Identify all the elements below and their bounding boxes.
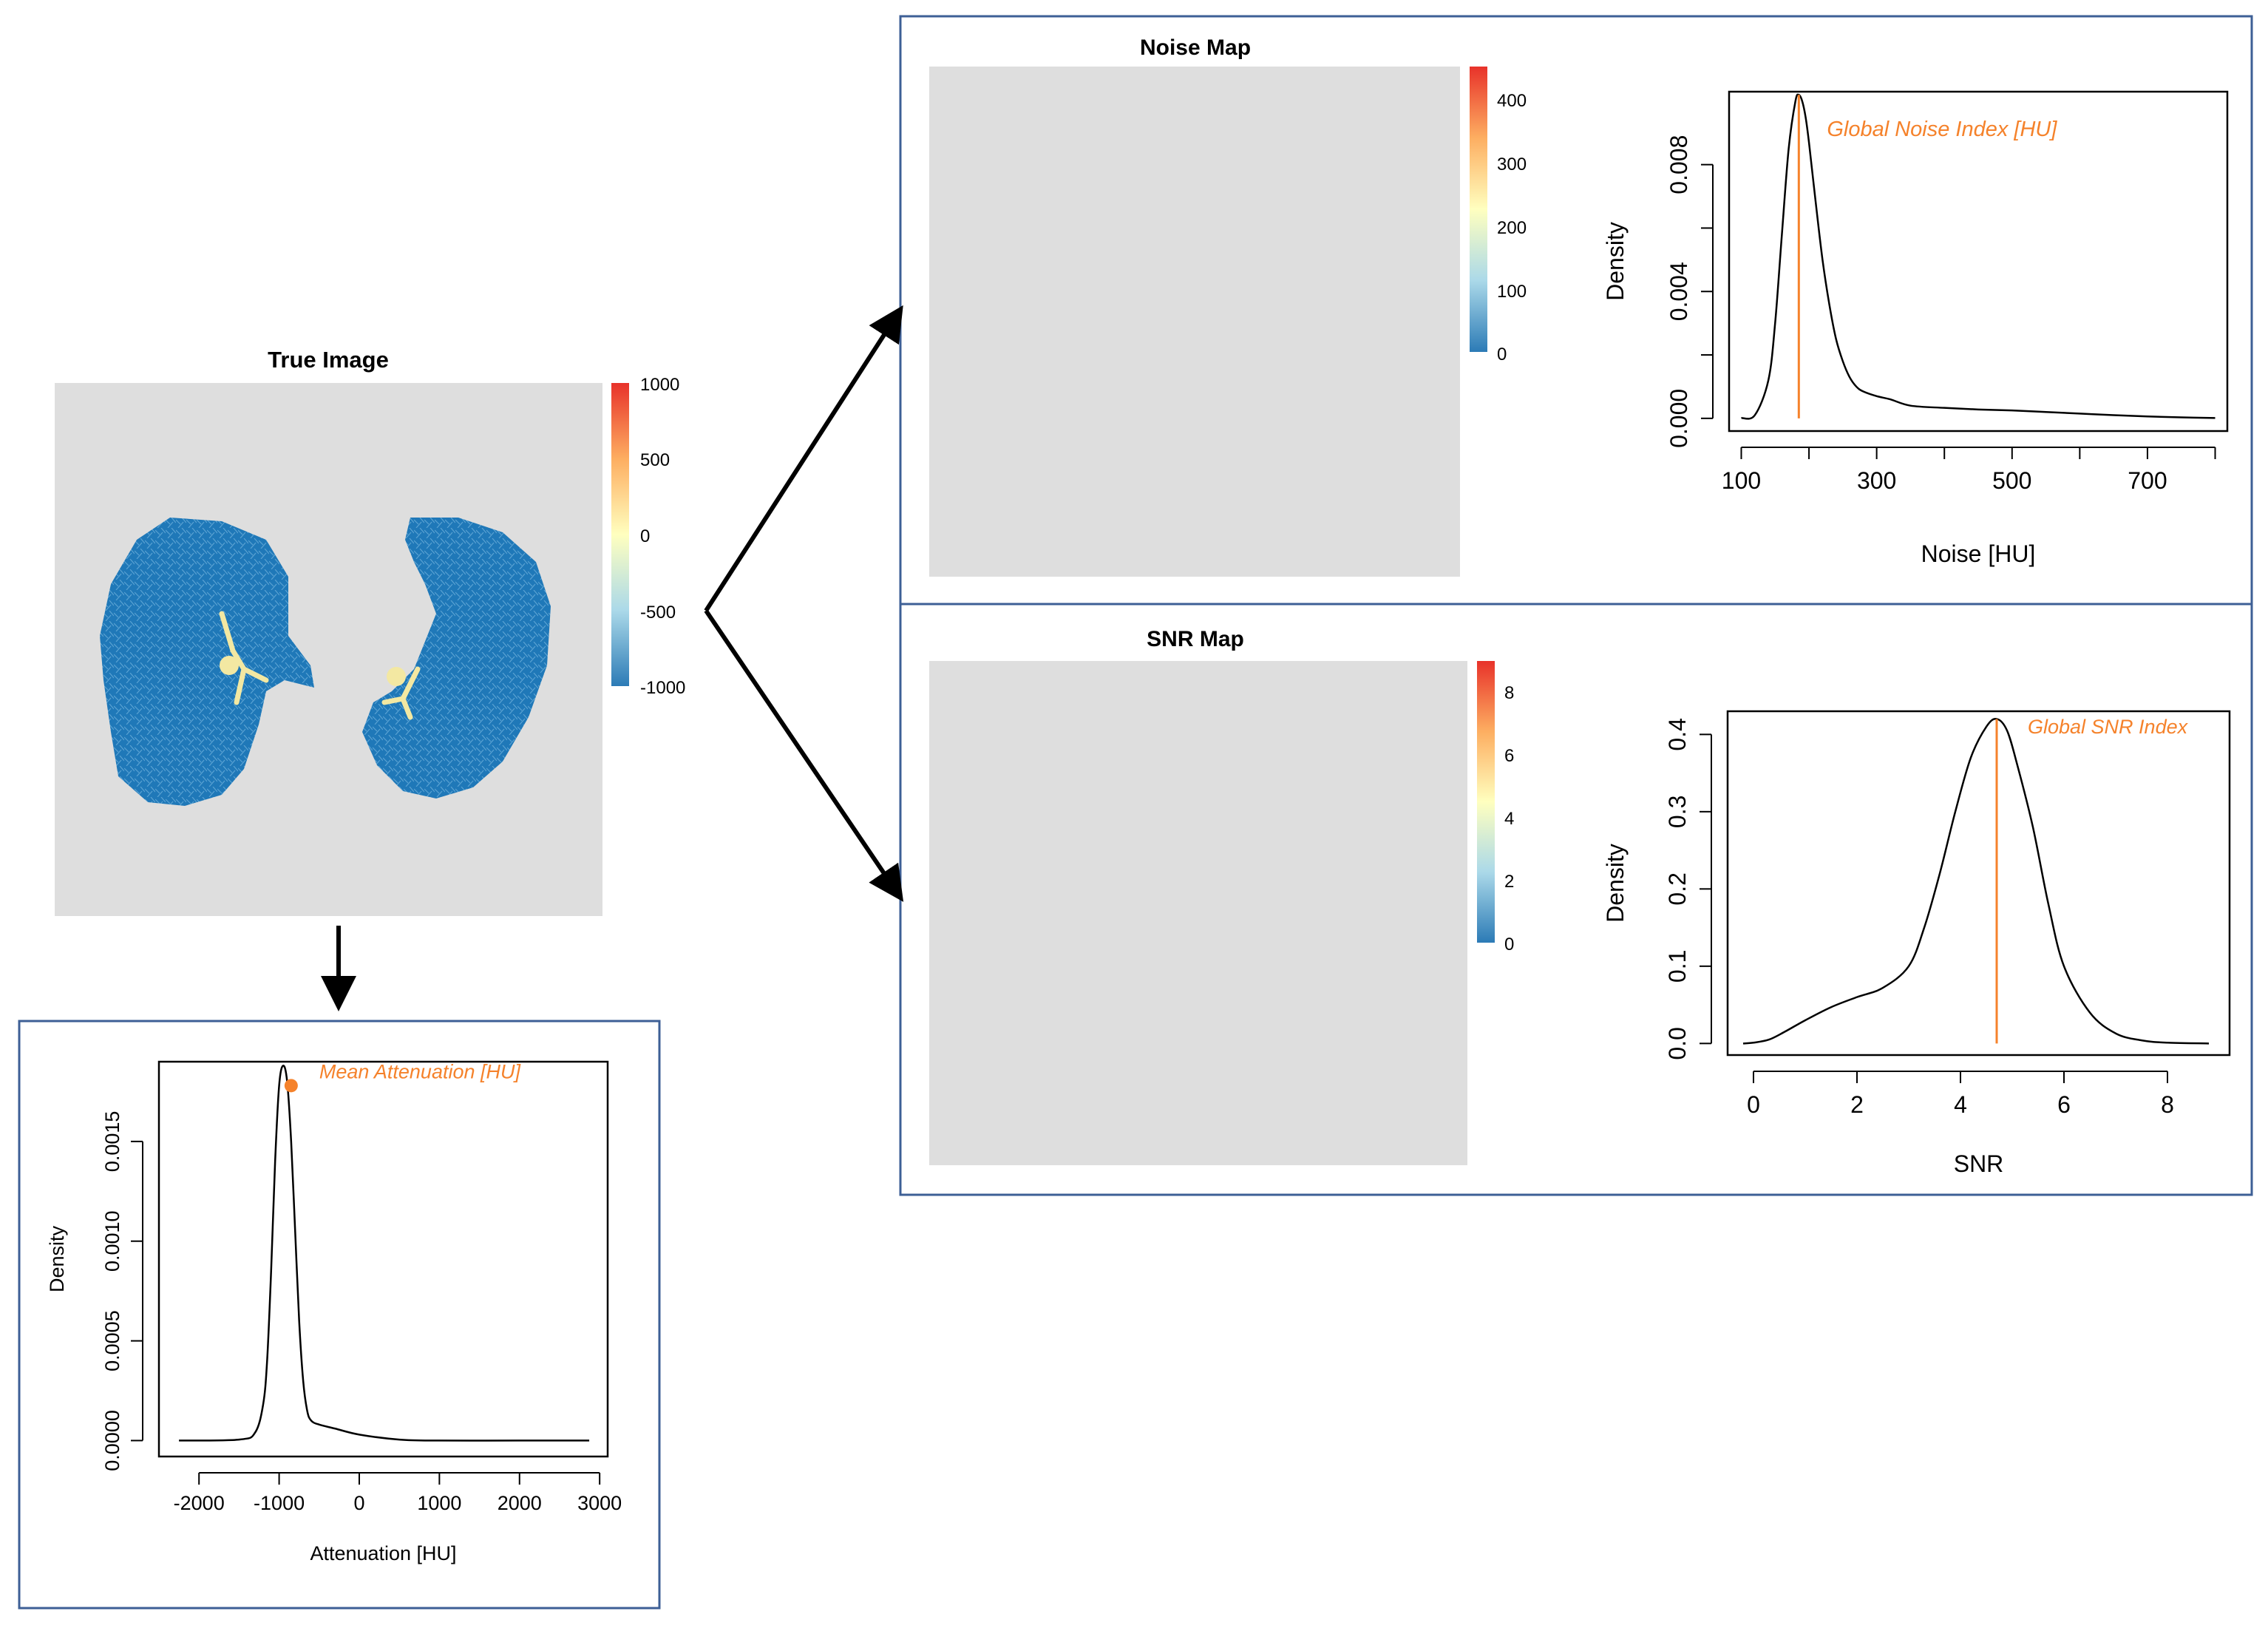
density-curve (179, 1065, 590, 1442)
marker-annotation: Global SNR Index (2028, 716, 2189, 738)
y-tick-label: 0.0000 (101, 1410, 123, 1471)
x-tick-label: 2 (1850, 1091, 1864, 1118)
snr-density-plot: 0 2 4 6 8 0.0 0.1 0.2 0.3 0.4 SNR Density Global SNR… (1602, 710, 2231, 1177)
colorbar-tick-label: 500 (640, 450, 670, 470)
x-tick-label: 8 (2161, 1091, 2174, 1118)
snr-map-background (929, 661, 1467, 1165)
plot-box (1728, 90, 2229, 433)
colorbar-tick-label: 0 (1504, 935, 1514, 954)
colorbar-tick-label: -500 (640, 603, 676, 623)
x-tick-label: 3000 (577, 1492, 622, 1514)
true-image-bronchus-left (387, 667, 406, 686)
y-tick-label: 0.0005 (101, 1310, 123, 1371)
y-tick-label: 0.000 (1666, 389, 1692, 448)
x-tick-label: 0 (1747, 1091, 1760, 1118)
y-tick-label: 0.0010 (101, 1210, 123, 1272)
noise-map-title: Noise Map (1140, 35, 1251, 60)
plot-box (157, 1060, 609, 1458)
true-image-airways (219, 611, 421, 720)
x-tick-label: 2000 (498, 1492, 542, 1514)
snr-map-group: SNR Map 8 6 4 2 0 (929, 627, 1514, 1165)
y-tick-label: 0.0015 (101, 1111, 123, 1173)
y-tick-label: 0.3 (1664, 796, 1691, 828)
y-axis-label: Density (1602, 222, 1629, 301)
marker-annotation: Global Noise Index [HU] (1827, 118, 2057, 141)
marker-point (284, 1079, 298, 1093)
plot-box (1726, 710, 2231, 1057)
x-tick-label: -2000 (174, 1492, 225, 1514)
colorbar-tick-label: 2 (1504, 872, 1514, 892)
true-image-colorbar-ticks: 1000 500 0 -500 -1000 (640, 375, 685, 698)
colorbar-tick-label: 100 (1497, 282, 1527, 302)
x-axis-label: SNR (1954, 1150, 2004, 1177)
marker-annotation: Mean Attenuation [HU] (319, 1060, 522, 1082)
density-curve (1741, 93, 2216, 420)
noise-map-group: Noise Map 400 300 200 100 0 (929, 35, 1527, 577)
y-tick-label: 0.008 (1666, 135, 1692, 194)
noise-map-background (929, 67, 1460, 577)
y-tick-label: 0.1 (1664, 950, 1691, 983)
x-tick-label: 100 (1722, 467, 1761, 494)
noise-map-colorbar-ticks: 400 300 200 100 0 (1497, 91, 1527, 364)
x-tick-label: 1000 (417, 1492, 461, 1514)
y-tick-label: 0.4 (1664, 718, 1691, 750)
attenuation-density-plot: -2000 -1000 0 1000 2000 3000 0.0000 0.0005 0.001… (46, 1060, 622, 1564)
true-image-bronchus-right (220, 656, 239, 675)
true-image-right-lung (100, 518, 314, 806)
true-image-colorbar (611, 383, 629, 686)
colorbar-tick-label: 6 (1504, 746, 1514, 766)
colorbar-tick-label: 8 (1504, 683, 1514, 703)
right-panel-frame (899, 15, 2253, 1196)
snr-map-colorbar (1477, 661, 1495, 943)
colorbar-tick-label: 200 (1497, 218, 1527, 238)
colorbar-tick-label: 1000 (640, 375, 679, 395)
noise-map-colorbar (1470, 67, 1487, 352)
x-axis-label: Noise [HU] (1921, 540, 2036, 567)
snr-map-colorbar-ticks: 8 6 4 2 0 (1504, 683, 1514, 954)
y-tick-label: 0.0 (1664, 1027, 1691, 1059)
x-tick-label: 0 (353, 1492, 364, 1514)
x-axis-label: Attenuation [HU] (310, 1542, 456, 1564)
snr-map-title: SNR Map (1147, 627, 1244, 651)
x-tick-label: 300 (1857, 467, 1896, 494)
y-axis-label: Density (46, 1225, 68, 1292)
x-tick-label: 4 (1954, 1091, 1967, 1118)
y-tick-label: 0.004 (1666, 262, 1692, 321)
true-image-left-lung (362, 518, 551, 798)
colorbar-tick-label: 400 (1497, 91, 1527, 111)
true-image-title: True Image (268, 347, 389, 373)
x-tick-label: 6 (2057, 1091, 2071, 1118)
colorbar-tick-label: 300 (1497, 155, 1527, 174)
x-tick-label: -1000 (254, 1492, 305, 1514)
colorbar-tick-label: 0 (1497, 345, 1507, 364)
arrow-to-noise-map (704, 305, 903, 612)
arrow-to-snr-map (704, 609, 904, 902)
x-tick-label: 500 (1992, 467, 2031, 494)
colorbar-tick-label: 0 (640, 526, 650, 546)
colorbar-tick-label: -1000 (640, 678, 685, 698)
flow-arrows (321, 305, 904, 1011)
y-tick-label: 0.2 (1664, 872, 1691, 905)
colorbar-tick-label: 4 (1504, 809, 1514, 829)
y-axis-label: Density (1602, 844, 1629, 923)
attenuation-panel-frame (18, 1020, 661, 1610)
true-image-group: True Image 1000 500 0 -500 -1000 (55, 347, 685, 916)
density-curve (1742, 718, 2210, 1045)
x-tick-label: 700 (2128, 467, 2167, 494)
noise-density-plot: 100 300 500 700 0.000 0.004 0.008 Noise [HU] Den… (1602, 90, 2229, 567)
